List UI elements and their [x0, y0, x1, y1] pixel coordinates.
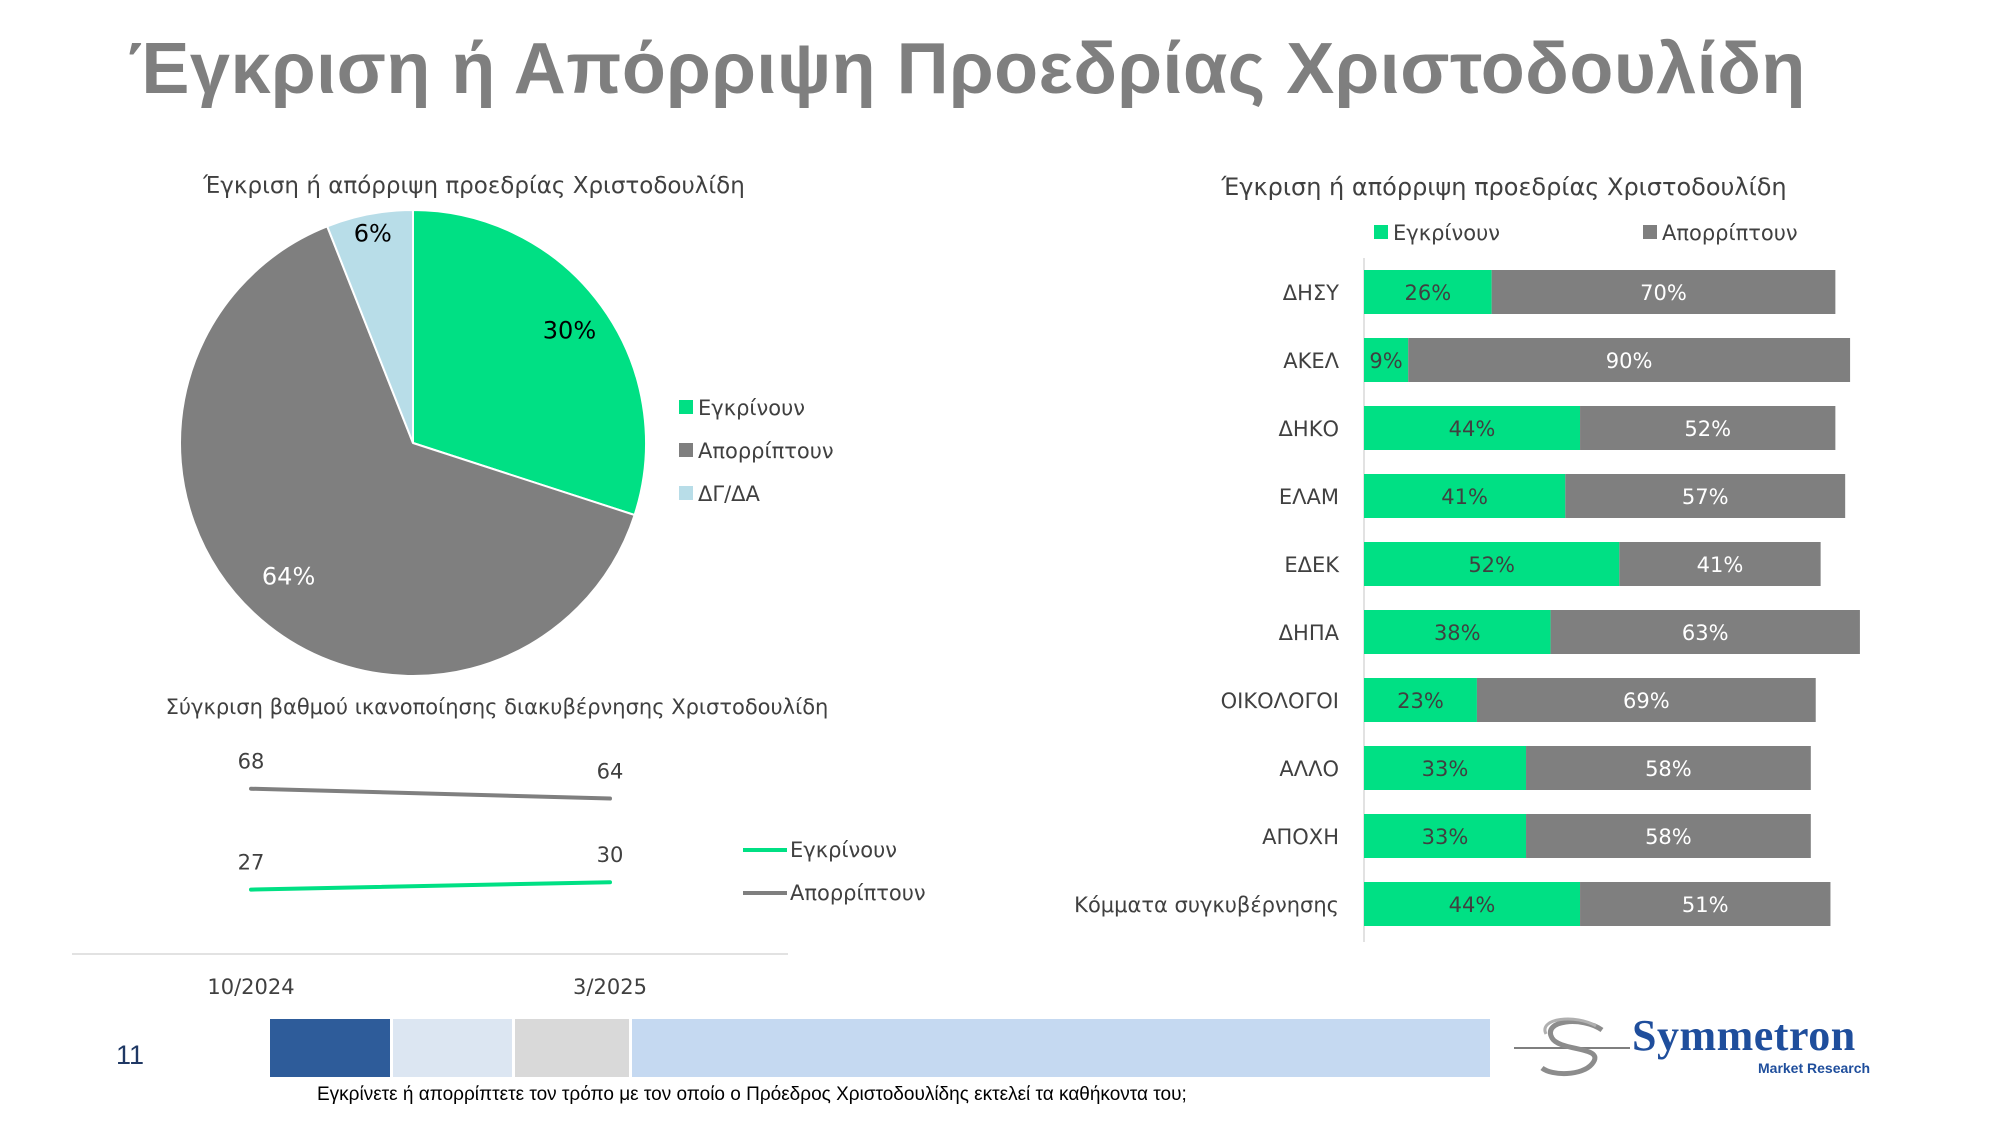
line-data-label-2-2: 64: [597, 760, 624, 784]
bar-segment-1-2: [1364, 338, 1409, 382]
bar-data-label-1-7: 23%: [1397, 689, 1444, 713]
survey-question-footnote: Εγκρίνετε ή απορρίπτετε τον τρόπο με τον…: [317, 1084, 1187, 1105]
line-chart-title: Σύγκριση βαθμού ικανοποίησης διακυβέρνησ…: [166, 695, 829, 719]
bar-data-label-1-4: 41%: [1441, 485, 1488, 509]
bar-segment-2-9: [1526, 814, 1811, 858]
pie-legend-label-3: ΔΓ/ΔΑ: [698, 482, 761, 506]
bar-segment-2-8: [1526, 746, 1811, 790]
bar-data-label-1-5: 52%: [1468, 553, 1515, 577]
pie-legend-swatch-2: [679, 443, 693, 457]
pie-data-label-3: 6%: [354, 219, 392, 247]
bar-legend-swatch-2: [1643, 225, 1657, 239]
bar-data-label-2-4: 57%: [1682, 485, 1729, 509]
slide-number: 11: [116, 1040, 145, 1070]
bar-data-label-2-6: 63%: [1682, 621, 1729, 645]
line-data-label-1-2: 30: [597, 843, 624, 867]
pie-slice-1: [412, 208, 647, 517]
footer-bar-dark: [270, 1019, 390, 1077]
bar-segment-1-6: [1364, 610, 1551, 654]
pie-legend-swatch-3: [679, 486, 693, 500]
bar-data-label-2-5: 41%: [1697, 553, 1744, 577]
pie-chart-title: Έγκριση ή απόρριψη προεδρίας Χριστοδουλί…: [202, 173, 745, 199]
symmetron-swirl-icon: [1514, 1017, 1630, 1076]
bar-segment-1-7: [1364, 678, 1477, 722]
bar-segment-1-3: [1364, 406, 1581, 450]
bar-chart: Εγκρίνουν Απορρίπτουν ΔΗΣΥ 26% 70% ΑΚΕΛ 9% 90% Δ…: [1074, 221, 1860, 942]
bar-segment-1-9: [1364, 814, 1527, 858]
bar-data-label-2-3: 52%: [1684, 417, 1731, 441]
logo-wordmark: Symmetron: [1632, 1011, 1856, 1060]
pie-data-label-2: 64%: [262, 562, 315, 590]
bar-category-label-8: ΑΛΛΟ: [1279, 757, 1339, 781]
bar-data-label-2-2: 90%: [1606, 349, 1653, 373]
bar-category-label-5: ΕΔΕΚ: [1284, 553, 1340, 577]
bar-data-label-2-7: 69%: [1623, 689, 1670, 713]
bar-category-label-9: ΑΠΟΧΗ: [1262, 825, 1339, 849]
bar-data-label-1-3: 44%: [1449, 417, 1496, 441]
logo-subtitle: Market Research: [1758, 1060, 1871, 1076]
line-legend-label-2: Απορρίπτουν: [790, 881, 926, 905]
bar-segment-1-10: [1364, 882, 1581, 926]
bar-segment-2-3: [1580, 406, 1836, 450]
footer-bar-light: [393, 1019, 512, 1077]
pie-chart: 30% 64% 6% Εγκρίνουν Απορρίπτουν ΔΓ/ΔΑ: [179, 208, 834, 677]
bar-data-label-1-8: 33%: [1422, 757, 1469, 781]
footer-bar-sky: [632, 1019, 1490, 1077]
footer-bar-gray: [515, 1019, 629, 1077]
bar-legend-label-1: Εγκρίνουν: [1393, 221, 1500, 245]
bar-legend-label-2: Απορρίπτουν: [1662, 221, 1798, 245]
line-data-label-1-1: 27: [238, 851, 265, 875]
line-x-tick-1: 10/2024: [207, 975, 294, 999]
bar-data-label-1-1: 26%: [1404, 281, 1451, 305]
pie-legend-swatch-1: [679, 400, 693, 414]
bar-segment-2-5: [1619, 542, 1821, 586]
bar-segment-2-1: [1491, 270, 1836, 314]
bar-data-label-2-10: 51%: [1682, 893, 1729, 917]
bar-segment-2-10: [1580, 882, 1831, 926]
line-data-label-2-1: 68: [238, 750, 265, 774]
bar-data-label-1-2: 9%: [1369, 349, 1402, 373]
bar-category-label-1: ΔΗΣΥ: [1283, 281, 1339, 305]
bar-segment-1-4: [1364, 474, 1566, 518]
bar-category-label-6: ΔΗΠΑ: [1279, 621, 1340, 645]
bar-data-label-2-9: 58%: [1645, 825, 1692, 849]
bar-data-label-1-6: 38%: [1434, 621, 1481, 645]
pie-data-label-1: 30%: [543, 316, 596, 344]
pie-legend-label-1: Εγκρίνουν: [698, 396, 805, 420]
line-x-tick-2: 3/2025: [573, 975, 647, 999]
bar-segment-2-4: [1565, 474, 1846, 518]
bar-category-label-3: ΔΗΚΟ: [1279, 417, 1339, 441]
bar-category-label-7: ΟΙΚΟΛΟΓΟΙ: [1221, 689, 1339, 713]
line-series-2: [249, 786, 612, 801]
bar-segment-1-8: [1364, 746, 1527, 790]
line-series-1: [249, 880, 612, 892]
bar-category-label-10: Κόμματα συγκυβέρνησης: [1074, 893, 1339, 917]
bar-data-label-2-1: 70%: [1640, 281, 1687, 305]
bar-category-label-4: ΕΛΑΜ: [1279, 485, 1339, 509]
pie-slice-2: [179, 225, 636, 677]
bar-segment-1-1: [1364, 270, 1492, 314]
line-chart: 27 30 Εγκρίνουν 68 64 Απορρίπτουν 10/2024 3/202…: [72, 750, 926, 999]
bar-data-label-2-8: 58%: [1645, 757, 1692, 781]
pie-slice-3: [325, 208, 414, 444]
bar-data-label-1-9: 33%: [1422, 825, 1469, 849]
bar-segment-2-2: [1408, 338, 1851, 382]
line-legend-label-1: Εγκρίνουν: [790, 838, 897, 862]
bar-segment-1-5: [1364, 542, 1620, 586]
bar-chart-title: Έγκριση ή απόρριψη προεδρίας Χριστοδουλί…: [1220, 173, 1786, 201]
page-title: Έγκριση ή Απόρριψη Προεδρίας Χριστοδουλί…: [128, 29, 1806, 109]
bar-data-label-1-10: 44%: [1449, 893, 1496, 917]
bar-segment-2-6: [1550, 610, 1860, 654]
bar-category-label-2: ΑΚΕΛ: [1283, 349, 1339, 373]
bar-legend-swatch-1: [1374, 225, 1388, 239]
symmetron-logo: Symmetron Market Research: [1512, 1011, 1892, 1084]
pie-legend-label-2: Απορρίπτουν: [698, 439, 834, 463]
bar-segment-2-7: [1476, 678, 1816, 722]
